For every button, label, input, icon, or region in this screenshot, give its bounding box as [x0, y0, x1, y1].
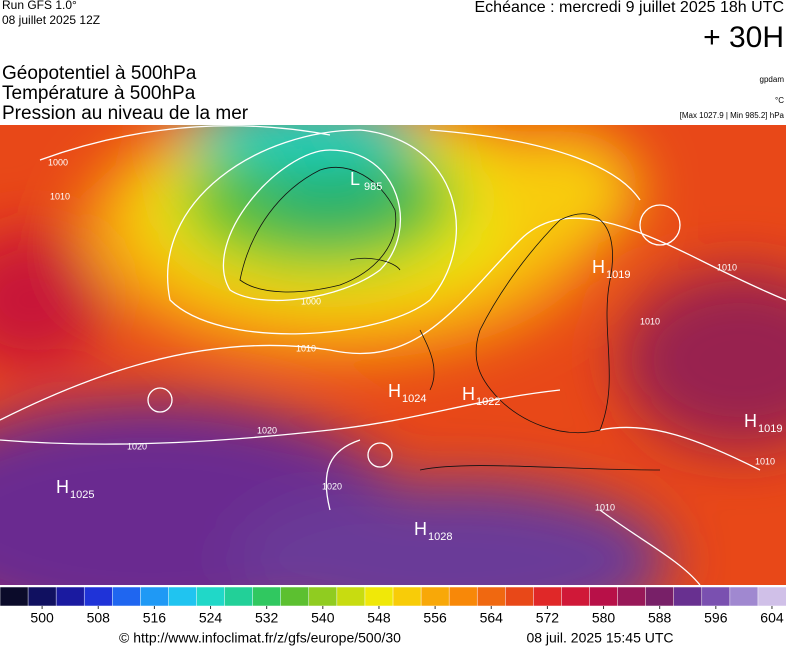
- title-pressure: Pression au niveau de la mer: [2, 103, 249, 124]
- run-date: 08 juillet 2025 12Z: [2, 13, 100, 27]
- center-letter: H: [56, 477, 69, 497]
- center-letter: H: [744, 411, 757, 431]
- isobar-label: 1020: [257, 425, 277, 435]
- colorbar-swatch: [83, 586, 114, 607]
- colorbar-tick-label: 588: [648, 610, 672, 626]
- colorbar-tick-label: 572: [536, 610, 560, 626]
- center-value: 1019: [606, 269, 630, 281]
- title-temperature: Température à 500hPa: [2, 83, 196, 104]
- center-letter: H: [592, 257, 605, 277]
- unit-celsius: °C: [775, 96, 784, 105]
- colorbar-swatch: [673, 586, 703, 607]
- center-value: 1028: [428, 531, 452, 543]
- center-value: 985: [364, 181, 382, 193]
- colorbar-swatch: [280, 586, 310, 607]
- colorbar-tick-label: 580: [592, 610, 616, 626]
- colorbar-swatch: [168, 586, 198, 607]
- colorbar-swatch: [420, 586, 450, 607]
- center-value: 1022: [476, 396, 500, 408]
- center-value: 1024: [402, 393, 426, 405]
- footer-time: 08 juil. 2025 15:45 UTC: [526, 630, 673, 646]
- isobar-label: 1000: [301, 296, 321, 306]
- isobar-label: 1010: [755, 456, 775, 466]
- colorbar-swatch: [589, 586, 619, 607]
- coastlines: [239, 167, 661, 471]
- echeance: Echéance : mercredi 9 juillet 2025 18h U…: [475, 0, 785, 16]
- lead-time: + 30H: [703, 21, 784, 54]
- colorbar-swatch: [701, 586, 731, 607]
- colorbar-swatch: [196, 586, 226, 607]
- colorbar-tick-label: 532: [255, 610, 279, 626]
- colorbar-swatch: [140, 586, 170, 607]
- colorbar-swatch: [364, 586, 394, 607]
- colorbar-swatch: [308, 586, 338, 607]
- isobar-label: 1020: [322, 481, 342, 491]
- colorbar-tick-label: 564: [480, 610, 504, 626]
- isobar-label: 1010: [640, 316, 660, 326]
- colorbar-swatch: [224, 586, 254, 607]
- pressure-range: [Max 1027.9 | Min 985.2] hPa: [680, 111, 785, 120]
- center-letter: H: [462, 384, 475, 404]
- colorbar-swatch: [533, 586, 563, 607]
- colorbar-swatch: [476, 586, 507, 607]
- colorbar-swatch: [0, 586, 29, 607]
- footer-url: © http://www.infoclimat.fr/z/gfs/europe/…: [119, 630, 401, 646]
- colorbar-tick-label: 596: [704, 610, 728, 626]
- center-value: 1025: [70, 489, 94, 501]
- isobar-label: 1020: [127, 441, 147, 451]
- isobar-label: 1010: [50, 191, 70, 201]
- colorbar-tick-label: 548: [367, 610, 391, 626]
- unit-gpdam: gpdam: [760, 75, 785, 84]
- colorbar-swatch: [55, 586, 85, 607]
- isobar-label: 1010: [595, 502, 615, 512]
- colorbar-tick-label: 500: [30, 610, 54, 626]
- colorbar-swatch: [252, 586, 282, 607]
- run-label: Run GFS 1.0°: [2, 0, 77, 12]
- colorbar-swatch: [392, 586, 422, 607]
- colorbar-swatch: [27, 586, 57, 607]
- colorbar-tick-label: 540: [311, 610, 335, 626]
- isobar-label: 1000: [48, 157, 68, 167]
- colorbar-tick-label: 524: [199, 610, 223, 626]
- isobars: [0, 125, 786, 585]
- title-geopotential: Géopotentiel à 500hPa: [2, 63, 197, 84]
- center-letter: L: [350, 169, 360, 189]
- map-field: [0, 125, 786, 585]
- colorbar-swatch: [505, 586, 535, 607]
- center-letter: H: [414, 519, 427, 539]
- colorbar-swatch: [336, 586, 366, 607]
- center-letter: H: [388, 381, 401, 401]
- colorbar-swatch: [112, 586, 142, 607]
- colorbar-tick-label: 556: [423, 610, 447, 626]
- colorbar-swatch: [645, 586, 675, 607]
- colorbar-swatch: [757, 586, 786, 607]
- colorbar-tick-label: 508: [87, 610, 111, 626]
- colorbar-swatch: [561, 586, 591, 607]
- isobar-label: 1010: [296, 343, 316, 353]
- isobar-label: 1010: [717, 262, 737, 272]
- colorbar-swatch: [617, 586, 647, 607]
- center-value: 1019: [758, 423, 782, 435]
- colorbar-tick-label: 516: [143, 610, 167, 626]
- colorbar-swatch: [729, 586, 759, 607]
- colorbar-tick-label: 604: [760, 610, 784, 626]
- colorbar-swatch: [448, 586, 478, 607]
